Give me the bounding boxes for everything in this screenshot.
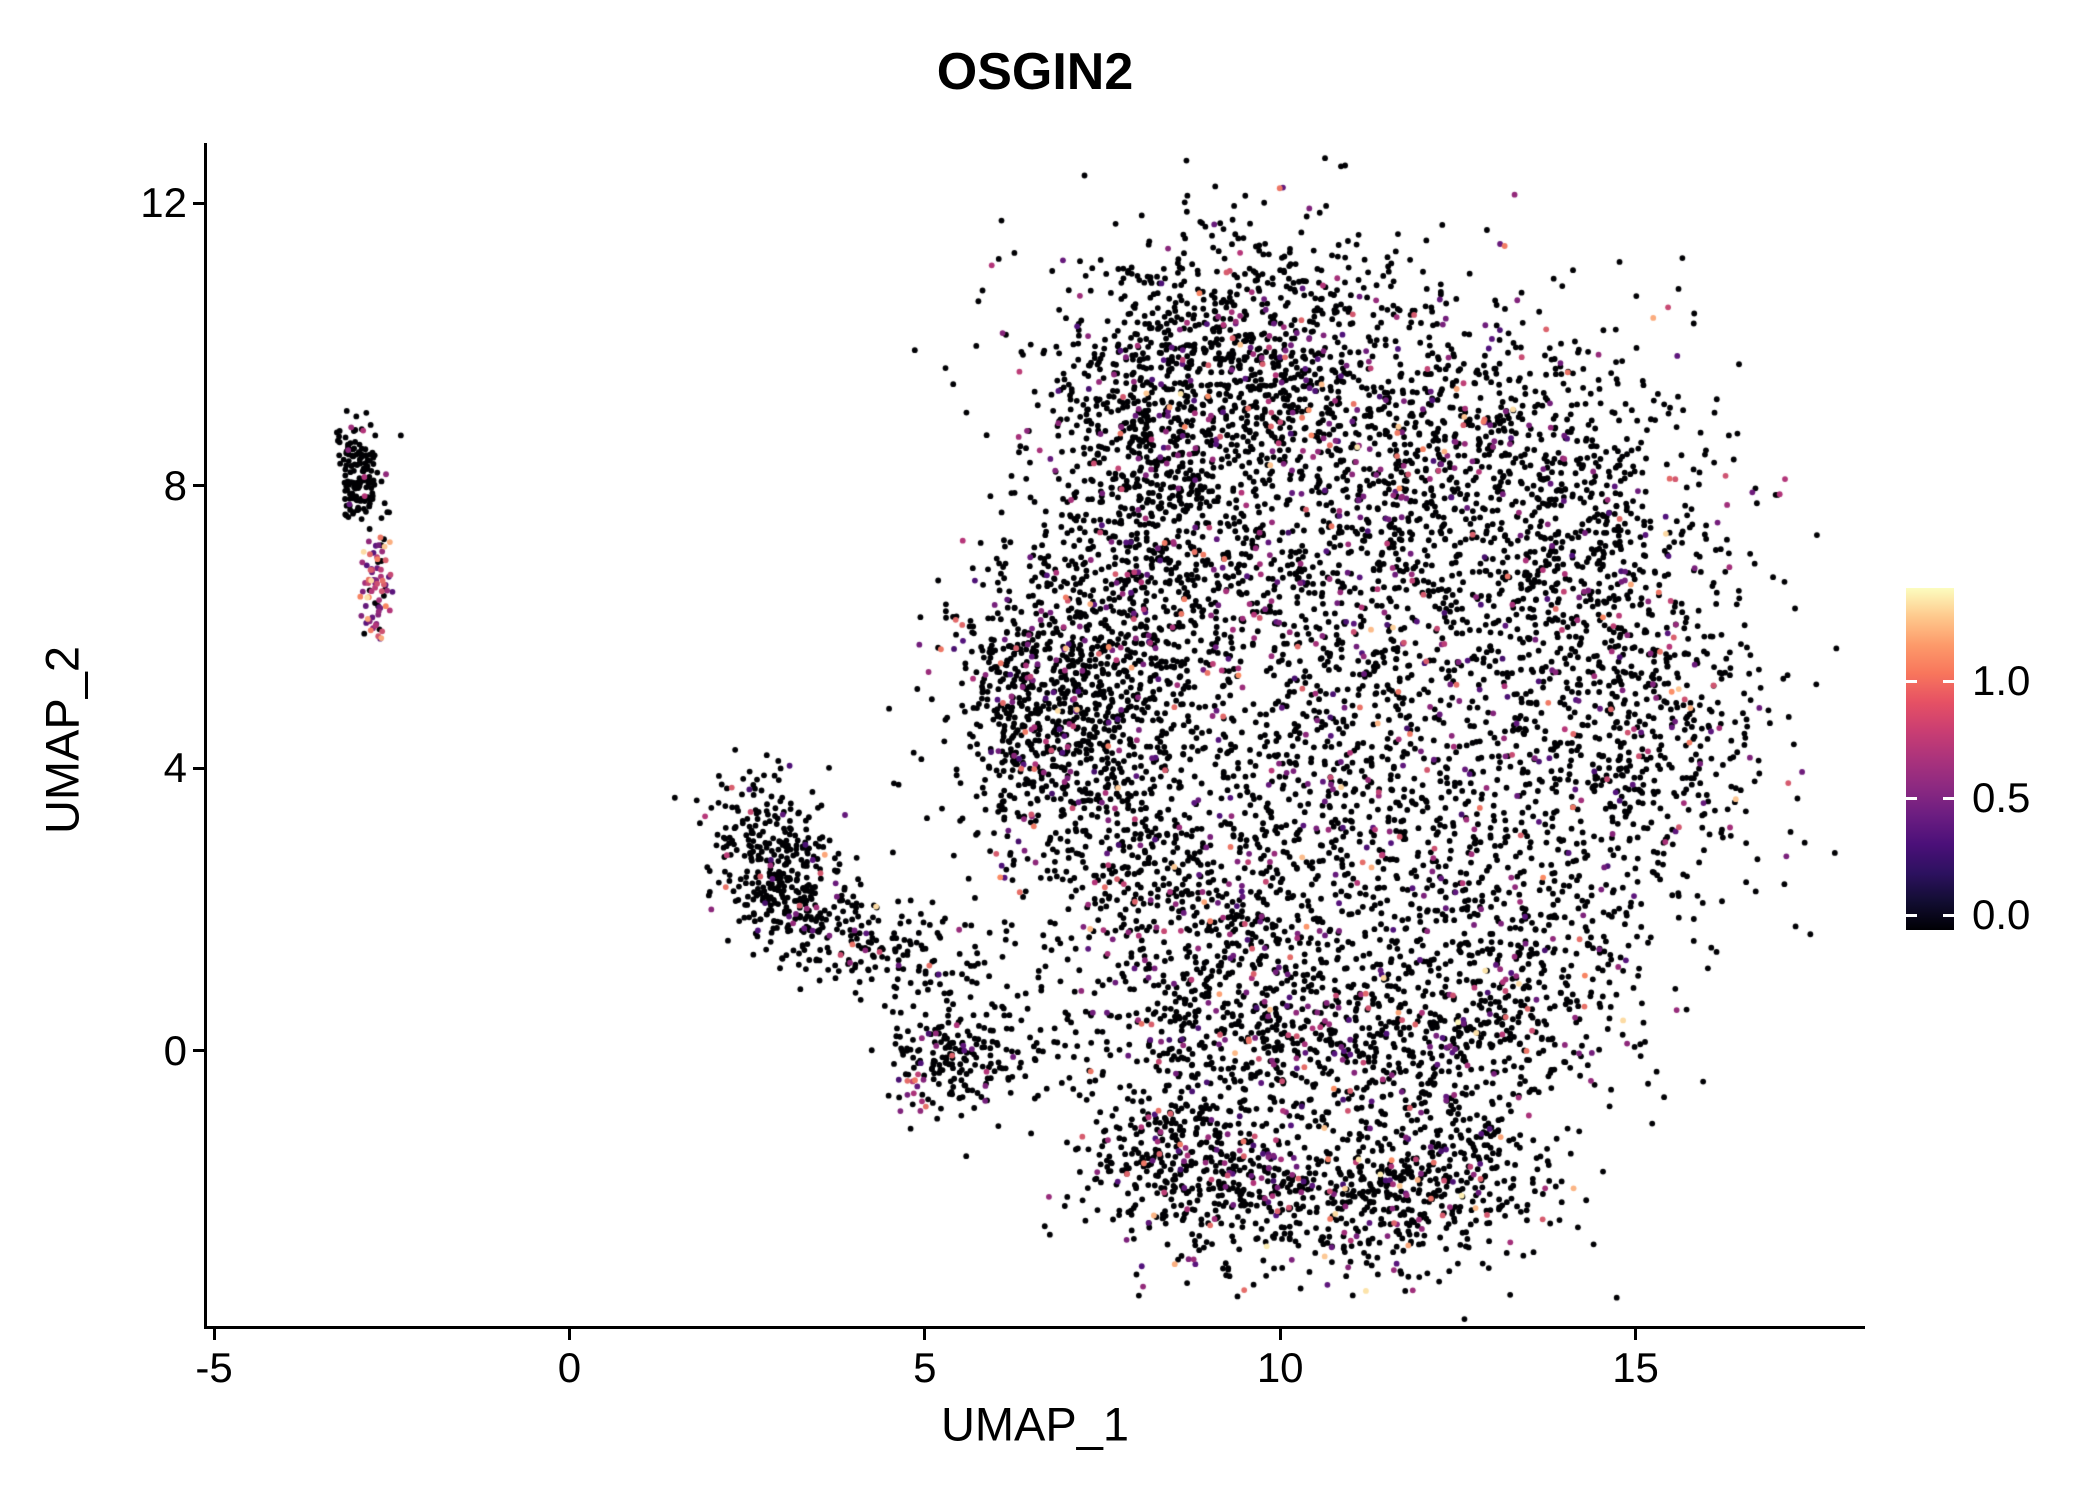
- y-tick-label: 8: [163, 461, 187, 509]
- y-tick-mark: [193, 484, 207, 488]
- y-tick-mark: [193, 201, 207, 205]
- colorbar: [1906, 588, 1954, 930]
- x-tick-label: -5: [195, 1344, 233, 1391]
- colorbar-tick: [1943, 679, 1954, 683]
- x-axis-title: UMAP_1: [940, 1397, 1130, 1451]
- y-axis-title: UMAP_2: [35, 645, 89, 835]
- colorbar-label: 1.0: [1972, 657, 2031, 704]
- y-tick-label: 0: [163, 1026, 187, 1074]
- colorbar-label: 0.0: [1972, 891, 2031, 938]
- x-tick-label: 15: [1612, 1344, 1659, 1391]
- x-axis-line: [204, 1326, 1865, 1329]
- x-tick-mark: [567, 1326, 571, 1340]
- x-tick-mark: [212, 1326, 216, 1340]
- y-axis-line: [204, 143, 207, 1329]
- colorbar-label: 0.5: [1972, 774, 2031, 821]
- colorbar-tick: [1943, 796, 1954, 800]
- x-tick-label: 5: [913, 1344, 937, 1391]
- plot-title: OSGIN2: [936, 43, 1134, 101]
- colorbar-tick: [1906, 679, 1917, 683]
- colorbar-tick: [1906, 913, 1917, 917]
- colorbar-tick: [1943, 913, 1954, 917]
- x-tick-mark: [923, 1326, 927, 1340]
- x-tick-mark: [1278, 1326, 1282, 1340]
- colorbar-tick: [1906, 796, 1917, 800]
- y-tick-mark: [193, 766, 207, 770]
- x-tick-label: 0: [557, 1344, 582, 1391]
- y-tick-label: 12: [140, 179, 187, 227]
- y-tick-label: 4: [163, 744, 187, 792]
- y-tick-mark: [193, 1049, 207, 1053]
- x-tick-label: 10: [1256, 1344, 1304, 1391]
- x-tick-mark: [1634, 1326, 1638, 1340]
- colorbar-gradient: [1906, 588, 1954, 930]
